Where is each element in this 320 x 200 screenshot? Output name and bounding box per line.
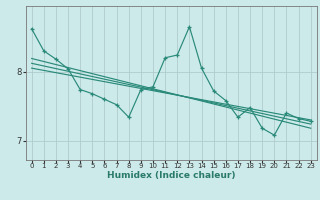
X-axis label: Humidex (Indice chaleur): Humidex (Indice chaleur): [107, 171, 236, 180]
